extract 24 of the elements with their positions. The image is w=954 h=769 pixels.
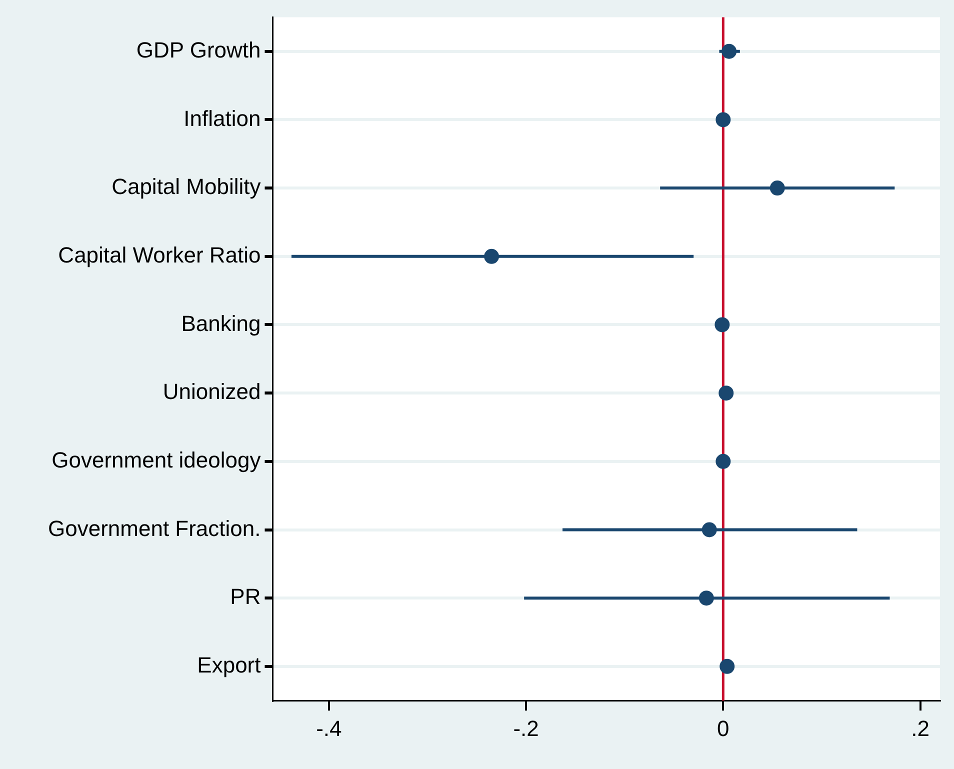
y-tick-label: Capital Worker Ratio (58, 242, 261, 268)
y-tick-label: Government ideology (52, 447, 261, 472)
point (716, 112, 731, 128)
y-tick-label: Unionized (162, 379, 261, 404)
x-tick-label: 0 (717, 716, 730, 741)
point (718, 386, 734, 401)
y-tick-label: Banking (181, 310, 261, 336)
point (714, 317, 730, 332)
point (702, 522, 717, 538)
x-tick-label: -.2 (513, 716, 539, 741)
point (722, 44, 737, 59)
point (484, 248, 500, 264)
y-tick-label: Capital Mobility (112, 174, 261, 200)
y-tick-label: Export (197, 652, 261, 678)
y-tick-label: Inflation (184, 106, 261, 131)
point (698, 590, 714, 606)
point (770, 180, 785, 196)
point (716, 454, 731, 469)
point (720, 658, 735, 674)
y-tick-label: GDP Growth (136, 37, 261, 62)
y-tick-label: Government Fraction. (48, 516, 261, 541)
x-tick-label: .2 (911, 716, 930, 741)
x-tick-label: -.4 (316, 716, 342, 741)
y-tick-label: PR (230, 584, 261, 610)
